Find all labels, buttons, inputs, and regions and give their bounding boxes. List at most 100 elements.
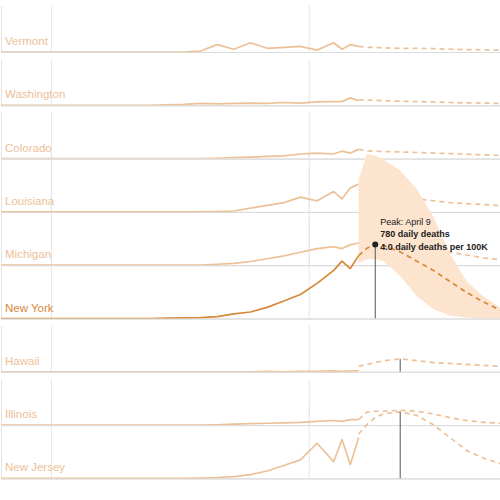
text-layer: Vermont Washington Colorado Louisiana Michig… xyxy=(5,35,488,473)
x-tick xyxy=(309,112,310,158)
plot-marks xyxy=(1,410,500,425)
peak-dot xyxy=(372,242,378,248)
y-axis-line xyxy=(1,153,2,320)
plot-marks xyxy=(1,98,500,105)
y-axis xyxy=(1,405,500,479)
y-tick xyxy=(1,52,500,53)
observed-line xyxy=(1,243,359,265)
x-axis xyxy=(2,404,500,479)
x-grid-line xyxy=(309,112,310,158)
x-axis xyxy=(2,112,500,159)
x-tick xyxy=(51,152,52,319)
x-axis-line xyxy=(2,52,500,53)
row-title: Illinois xyxy=(5,408,37,420)
row-title: Louisiana xyxy=(5,195,55,207)
x-axis-line xyxy=(2,372,500,373)
row-title: New Jersey xyxy=(5,461,65,473)
y-tick xyxy=(1,159,500,160)
y-tick xyxy=(1,319,500,320)
grid-layer xyxy=(1,6,500,479)
y-tick xyxy=(1,425,500,426)
y-axis-line xyxy=(1,6,2,52)
annotation-text: Peak: April 9 xyxy=(380,217,431,227)
observed-line xyxy=(1,184,359,212)
x-axis-line xyxy=(2,478,500,479)
y-axis-line xyxy=(1,405,2,479)
y-grid-line xyxy=(1,52,500,53)
projected-line xyxy=(359,46,500,50)
projected-line xyxy=(359,359,500,366)
x-grid-line xyxy=(309,404,310,478)
plot-marks xyxy=(1,154,500,319)
projected-line xyxy=(359,100,500,104)
y-axis xyxy=(1,326,500,372)
y-axis xyxy=(1,379,500,425)
plot-marks xyxy=(1,43,500,52)
x-grid-line xyxy=(309,6,310,52)
annotation-text: 780 daily deaths xyxy=(380,229,450,239)
y-tick xyxy=(1,372,500,373)
chart-container: Vermont Washington Colorado Louisiana Michig… xyxy=(0,0,500,500)
x-tick xyxy=(309,59,310,105)
row-title: Washington xyxy=(5,88,65,100)
y-axis-line xyxy=(1,60,2,106)
x-grid-line xyxy=(309,152,310,319)
y-axis xyxy=(1,60,500,106)
x-axis-line xyxy=(2,105,500,106)
projected-line xyxy=(359,412,500,464)
x-grid-line xyxy=(309,59,310,105)
observed-line xyxy=(1,256,359,319)
y-grid-line xyxy=(1,425,500,426)
observed-line xyxy=(1,370,359,372)
x-axis xyxy=(2,326,500,373)
observed-line xyxy=(1,438,359,479)
y-axis xyxy=(1,153,500,320)
peak-rule xyxy=(400,359,401,372)
x-tick xyxy=(309,6,310,52)
uncertainty-band xyxy=(359,154,500,319)
y-grid-line xyxy=(1,478,500,479)
x-grid-line xyxy=(51,152,52,319)
y-grid-line xyxy=(1,105,500,106)
x-tick xyxy=(51,326,52,372)
y-axis xyxy=(1,113,500,159)
x-axis-line xyxy=(2,319,500,320)
plot-marks xyxy=(1,412,500,479)
row-title: Michigan xyxy=(5,248,51,260)
x-grid-line xyxy=(51,326,52,372)
y-axis-line xyxy=(1,113,2,159)
x-grid-line xyxy=(51,6,52,52)
x-axis xyxy=(2,379,500,426)
annotation-text: 4.0 daily deaths per 100K xyxy=(380,242,488,252)
row-title: New York xyxy=(5,302,54,314)
chart-svg: Vermont Washington Colorado Louisiana Michig… xyxy=(0,0,500,500)
x-tick xyxy=(309,326,310,372)
x-axis-line xyxy=(2,425,500,426)
x-tick xyxy=(309,152,310,319)
observed-line xyxy=(1,149,359,158)
x-tick xyxy=(309,404,310,478)
y-grid-line xyxy=(1,319,500,320)
y-axis-line xyxy=(1,326,2,372)
x-axis xyxy=(2,152,500,319)
mark-layer xyxy=(1,43,500,479)
observed-line xyxy=(1,420,359,426)
x-grid-line xyxy=(309,326,310,372)
y-grid-line xyxy=(1,159,500,160)
y-axis xyxy=(1,6,500,52)
y-grid-line xyxy=(1,372,500,373)
projected-line xyxy=(359,149,500,155)
projected-line xyxy=(359,410,500,423)
row-title: Hawaii xyxy=(5,355,40,367)
plot-marks xyxy=(1,149,500,158)
plot-marks xyxy=(1,359,500,372)
y-tick xyxy=(1,478,500,479)
x-axis-line xyxy=(2,159,500,160)
row-title: Vermont xyxy=(5,35,49,47)
x-axis xyxy=(2,59,500,106)
peak-rule xyxy=(375,245,376,319)
y-tick xyxy=(1,105,500,106)
peak-rule xyxy=(400,412,401,479)
observed-line xyxy=(1,43,359,52)
row-title: Colorado xyxy=(5,142,52,154)
